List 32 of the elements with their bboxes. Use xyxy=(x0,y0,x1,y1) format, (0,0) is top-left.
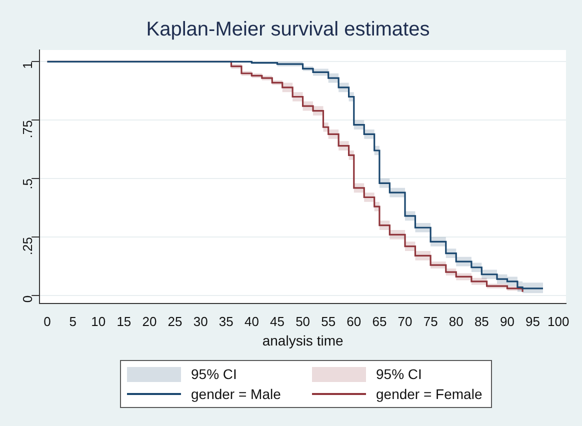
y-tick-label: 0 xyxy=(20,295,36,303)
x-tick-label: 30 xyxy=(193,314,208,329)
x-tick-label: 5 xyxy=(69,314,76,329)
x-tick-label: 85 xyxy=(474,314,489,329)
y-tick-label: .25 xyxy=(20,236,36,256)
x-tick-label: 45 xyxy=(270,314,284,329)
x-tick-label: 15 xyxy=(116,314,132,329)
x-tick-label: 0 xyxy=(44,314,51,329)
legend-label: gender = Male xyxy=(191,386,281,402)
x-tick-label: 50 xyxy=(296,314,310,329)
chart-title: Kaplan-Meier survival estimates xyxy=(146,18,430,41)
y-tick-label: 1 xyxy=(20,62,36,69)
x-axis-title: analysis time xyxy=(262,332,344,348)
text: 95% CI xyxy=(376,366,422,382)
x-tick-label: 75 xyxy=(423,314,438,329)
x-tick-label: 35 xyxy=(218,314,234,329)
text: 95% CI xyxy=(191,366,237,382)
x-tick-label: 95 xyxy=(526,314,540,329)
x-tick-label: 40 xyxy=(244,314,259,329)
x-tick-label: 65 xyxy=(372,314,387,329)
x-tick-label: 10 xyxy=(91,314,106,329)
x-tick-label: 60 xyxy=(346,314,362,329)
y-tick-label: .75 xyxy=(20,120,36,138)
y-tick-label: .5 xyxy=(20,178,36,190)
x-tick-label: 90 xyxy=(500,314,514,329)
x-tick-label: 20 xyxy=(142,314,157,329)
x-tick-label: 55 xyxy=(321,314,336,329)
x-tick-label: 25 xyxy=(168,314,182,329)
x-tick-label: 80 xyxy=(448,314,464,329)
x-tick-label: 70 xyxy=(398,314,412,329)
legend-label: gender = Female xyxy=(376,386,482,402)
x-tick-label: 100 xyxy=(547,314,570,329)
